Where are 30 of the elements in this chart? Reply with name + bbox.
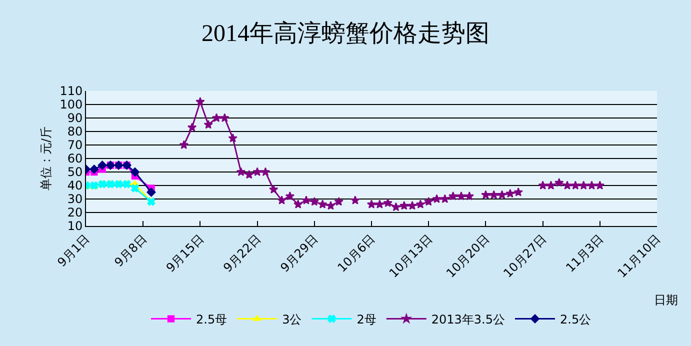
x-tick-label: 9月8日: [112, 232, 150, 270]
x-axis-title: 日期: [654, 293, 678, 307]
legend-label: 2.5公: [560, 312, 592, 326]
y-tick-label: 110: [60, 84, 83, 98]
x-tick-label: 10月27日: [500, 232, 550, 280]
x-tick-label: 9月15日: [163, 232, 207, 275]
x-tick-label: 9月22日: [220, 232, 264, 275]
legend-label: 2母: [356, 312, 376, 326]
legend-label: 3公: [282, 312, 302, 326]
y-tick-label: 80: [67, 124, 83, 139]
y-tick-label: 40: [67, 178, 83, 193]
y-tick-label: 60: [67, 152, 83, 166]
x-tick-label: 10月20日: [444, 232, 492, 280]
x-tick-label: 10月6日: [334, 232, 378, 275]
x-tick-label: 10月13日: [386, 232, 435, 280]
x-tick-label: 9月29日: [278, 232, 321, 275]
x-tick-label: 11月10日: [614, 232, 664, 280]
y-tick-label: 30: [67, 192, 83, 206]
chart-title: 2014年高淳螃蟹价格走势图: [202, 20, 490, 48]
legend-label: 2013年3.5公: [431, 312, 505, 326]
y-axis-title: 单位：元/斤: [38, 126, 53, 191]
y-tick-label: 50: [67, 165, 83, 180]
x-tick-label: 11月3日: [563, 232, 606, 275]
y-tick-label: 10: [67, 219, 83, 234]
y-tick-label: 20: [67, 206, 83, 220]
y-tick-label: 70: [67, 138, 83, 152]
x-tick-label: 9月1日: [54, 232, 92, 270]
y-tick-label: 90: [67, 111, 83, 126]
y-tick-label: 100: [60, 98, 83, 112]
legend-label: 2.5母: [196, 312, 228, 326]
